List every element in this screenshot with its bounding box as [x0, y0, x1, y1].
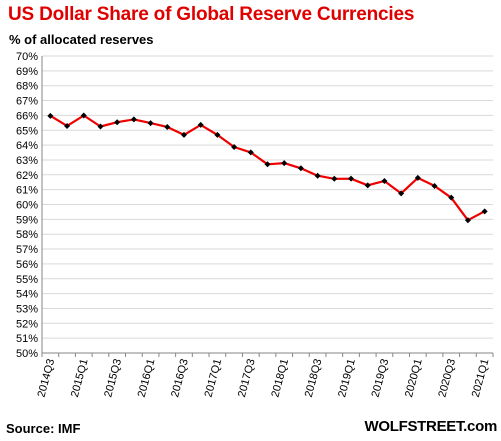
y-tick-label: 56%: [16, 259, 38, 271]
y-tick-label: 64%: [16, 140, 38, 152]
data-point: [231, 144, 238, 151]
x-tick-label: 2014Q3: [36, 358, 58, 399]
y-tick-label: 54%: [16, 289, 38, 301]
chart-title: US Dollar Share of Global Reserve Curren…: [8, 4, 415, 25]
data-point: [448, 194, 455, 201]
data-points: [47, 112, 488, 224]
y-tick-label: 68%: [16, 81, 38, 93]
data-point: [80, 112, 87, 119]
data-point: [331, 175, 338, 182]
x-tick-label: 2015Q3: [102, 358, 124, 399]
brand-label: WOLFSTREET.com: [364, 418, 498, 435]
x-tick-labels: 2014Q3 2015Q1 2015Q3 2016Q1 2016Q3 2017Q1 2017…: [36, 358, 492, 399]
data-point: [47, 112, 54, 119]
y-tick-label: 60%: [16, 200, 38, 212]
data-point: [130, 116, 137, 123]
data-point: [398, 190, 405, 197]
y-axis-unit-label: % of allocated reserves: [9, 32, 154, 47]
y-tick-label: 66%: [16, 110, 38, 122]
data-point: [197, 121, 204, 128]
y-tick-label: 52%: [16, 318, 38, 330]
data-point: [214, 131, 221, 138]
x-tick-label: 2020Q3: [436, 358, 458, 399]
y-tick-label: 70%: [16, 51, 38, 63]
x-tick-label: 2019Q3: [370, 358, 392, 399]
data-point: [431, 182, 438, 189]
data-point: [97, 123, 104, 130]
data-point: [481, 208, 488, 215]
y-tick-label: 63%: [16, 155, 38, 167]
data-point: [114, 119, 121, 126]
x-tick-label: 2018Q1: [269, 358, 291, 399]
y-tick-label: 50%: [16, 348, 38, 360]
y-tick-label: 57%: [16, 244, 38, 256]
data-point: [281, 160, 288, 167]
data-point: [364, 182, 371, 189]
y-tick-label: 51%: [16, 333, 38, 345]
data-point: [314, 172, 321, 179]
y-tick-label: 61%: [16, 185, 38, 197]
data-point: [297, 165, 304, 172]
y-tick-label: 53%: [16, 303, 38, 315]
data-point: [247, 149, 254, 156]
x-tick-label: 2016Q1: [136, 358, 158, 399]
y-tick-label: 69%: [16, 66, 38, 78]
data-point: [264, 161, 271, 168]
y-tick-label: 67%: [16, 96, 38, 108]
y-tick-label: 59%: [16, 214, 38, 226]
grid-lines: [42, 55, 493, 339]
y-tick-label: 58%: [16, 229, 38, 241]
data-point: [180, 131, 187, 138]
data-point: [64, 122, 71, 129]
x-tick-label: 2016Q3: [169, 358, 191, 399]
x-tick-label: 2020Q1: [403, 358, 425, 399]
x-tick-label: 2015Q1: [69, 358, 91, 399]
data-point: [147, 120, 154, 127]
x-tick-label: 2021Q1: [470, 358, 492, 399]
x-tick-label: 2019Q1: [336, 358, 358, 399]
x-tick-label: 2017Q3: [236, 358, 258, 399]
data-point: [381, 178, 388, 185]
data-point: [348, 175, 355, 182]
axes: [41, 56, 494, 357]
data-point: [164, 123, 171, 130]
data-point: [464, 217, 471, 224]
y-tick-labels: 50% 51% 52% 53% 54% 55% 56% 57% 58% 59% 60% 61% 62% 6…: [16, 51, 38, 360]
data-point: [414, 174, 421, 181]
y-tick-label: 55%: [16, 274, 38, 286]
source-label: Source: IMF: [6, 421, 81, 436]
y-tick-label: 65%: [16, 125, 38, 137]
x-tick-label: 2018Q3: [303, 358, 325, 399]
x-tick-label: 2017Q1: [203, 358, 225, 399]
y-tick-label: 62%: [16, 170, 38, 182]
